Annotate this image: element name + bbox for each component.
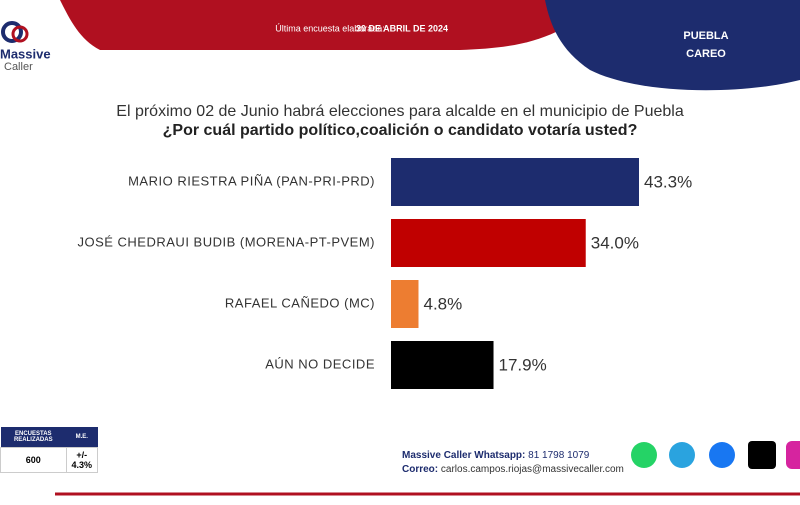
bar	[391, 341, 494, 389]
logo-icon	[11, 25, 29, 43]
whatsapp-label: Massive Caller Whatsapp:	[402, 450, 526, 461]
whatsapp-icon[interactable]	[631, 442, 657, 468]
table-cell: +/- 4.3%	[65, 447, 99, 473]
x-icon[interactable]	[748, 441, 776, 469]
category-label: MARIO RIESTRA PIÑA (PAN-PRI-PRD)	[128, 173, 375, 188]
bar	[391, 158, 639, 206]
facebook-icon[interactable]	[709, 442, 735, 468]
table-cell: 600	[0, 447, 67, 473]
chart-title: El próximo 02 de Junio habrá elecciones …	[116, 103, 684, 120]
value-label: 17.9%	[499, 355, 547, 374]
logo-icon	[1, 21, 23, 43]
bar	[391, 219, 586, 267]
region: PUEBLA	[683, 30, 728, 42]
value-label: 43.3%	[644, 172, 692, 191]
summary-table: ENCUESTAS REALIZADAS M.E. 600 +/- 4.3%	[0, 427, 99, 473]
value-label: 4.8%	[423, 294, 462, 313]
category-label: AÚN NO DECIDE	[265, 356, 375, 371]
header-band	[60, 0, 600, 50]
footer-email: Correo: carlos.campos.riojas@massivecall…	[402, 464, 624, 475]
section: CAREO	[686, 48, 726, 60]
category-label: RAFAEL CAÑEDO (MC)	[225, 295, 375, 310]
instagram-icon[interactable]	[786, 441, 800, 469]
logo-text: Massive	[0, 46, 51, 61]
email: carlos.campos.riojas@massivecaller.com	[440, 464, 624, 475]
footer-whatsapp: Massive Caller Whatsapp: 81 1798 1079	[402, 450, 589, 461]
table-header: ENCUESTAS REALIZADAS	[0, 427, 67, 448]
value-label: 34.0%	[591, 233, 639, 252]
header-blob	[545, 0, 800, 91]
survey-date: 30 DE ABRIL DE 2024	[356, 23, 448, 33]
telegram-icon[interactable]	[669, 442, 695, 468]
whatsapp-number: 81 1798 1079	[528, 450, 590, 461]
table-header: M.E.	[66, 427, 98, 448]
email-label: Correo:	[402, 464, 439, 475]
logo-text: Caller	[4, 61, 33, 73]
survey-label: Última encuesta elaborada:	[275, 23, 385, 33]
category-label: JOSÉ CHEDRAUI BUDIB (MORENA-PT-PVEM)	[77, 234, 375, 249]
bar	[391, 280, 419, 328]
chart-subtitle: ¿Por cuál partido político,coalición o c…	[163, 122, 638, 139]
